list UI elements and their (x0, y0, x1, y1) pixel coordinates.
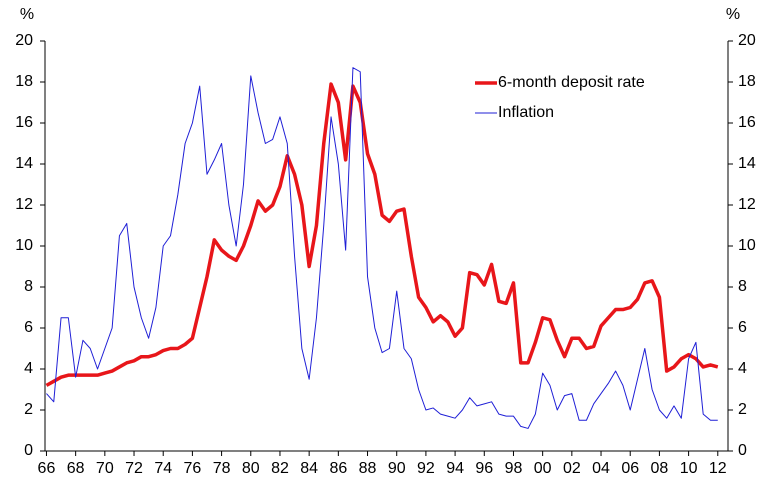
y2-tick-label: 14 (738, 155, 756, 172)
x-tick-label: 90 (388, 460, 406, 477)
x-tick-label: 68 (67, 460, 85, 477)
x-tick-label: 00 (534, 460, 552, 477)
y-tick-label: 16 (15, 114, 33, 131)
x-tick-label: 76 (184, 460, 202, 477)
y-tick-label: 0 (24, 442, 33, 459)
x-tick-label: 08 (651, 460, 669, 477)
x-tick-label: 88 (359, 460, 377, 477)
x-tick-label: 82 (271, 460, 289, 477)
x-tick-label: 78 (213, 460, 231, 477)
y-tick-label: 10 (15, 237, 33, 254)
legend-label: Inflation (498, 104, 554, 121)
data-line (46, 67, 718, 429)
y2-tick-label: 2 (738, 401, 747, 418)
y2-tick-label: 18 (738, 73, 756, 90)
x-tick-label: 72 (125, 460, 143, 477)
y2-tick-label: 10 (738, 237, 756, 254)
y-tick-label: 14 (15, 155, 33, 172)
y2-tick-label: 6 (738, 319, 747, 336)
x-tick-label: 06 (621, 460, 639, 477)
y-axis-label: % (20, 6, 34, 23)
x-tick-label: 10 (680, 460, 698, 477)
x-tick-label: 04 (592, 460, 610, 477)
y2-tick-label: 12 (738, 196, 756, 213)
y-tick-label: 20 (15, 32, 33, 49)
y2-tick-label: 0 (738, 442, 747, 459)
y-tick-label: 4 (24, 360, 33, 377)
y2-tick-label: 16 (738, 114, 756, 131)
x-tick-label: 86 (329, 460, 347, 477)
x-tick-label: 70 (96, 460, 114, 477)
y-tick-label: 2 (24, 401, 33, 418)
y2-tick-label: 8 (738, 278, 747, 295)
x-tick-label: 92 (417, 460, 435, 477)
y2-axis-label: % (726, 6, 740, 23)
x-tick-label: 12 (709, 460, 727, 477)
y-tick-label: 6 (24, 319, 33, 336)
x-tick-label: 84 (300, 460, 318, 477)
y2-tick-label: 4 (738, 360, 747, 377)
legend-label: 6-month deposit rate (498, 74, 645, 91)
x-tick-label: 96 (475, 460, 493, 477)
y-tick-label: 18 (15, 73, 33, 90)
x-tick-label: 98 (505, 460, 523, 477)
x-tick-label: 66 (38, 460, 56, 477)
x-tick-label: 74 (154, 460, 172, 477)
x-tick-label: 02 (563, 460, 581, 477)
y-tick-label: 8 (24, 278, 33, 295)
y2-tick-label: 20 (738, 32, 756, 49)
x-tick-label: 94 (446, 460, 464, 477)
data-line (45, 82, 719, 387)
y-tick-label: 12 (15, 196, 33, 213)
x-tick-label: 80 (242, 460, 260, 477)
